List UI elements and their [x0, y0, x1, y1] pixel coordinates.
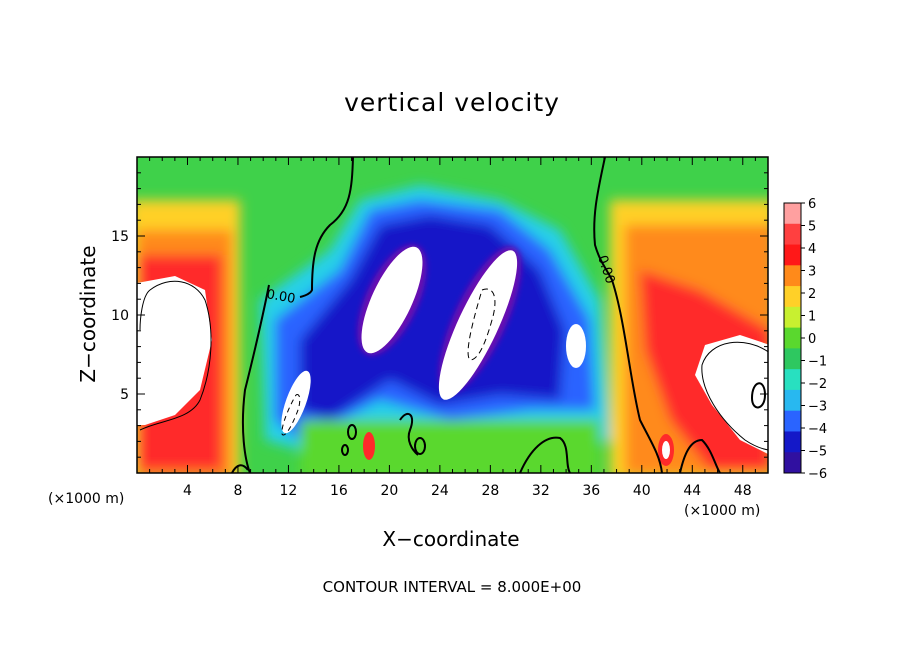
colorbar-tick-label: −5	[808, 445, 827, 460]
x-tick-label: 36	[582, 483, 600, 499]
contour-interval-note: CONTOUR INTERVAL = 8.000E+00	[322, 578, 582, 596]
hot-spot-bottom-left	[363, 432, 375, 460]
white-core-left-edge	[137, 276, 212, 425]
x-tick-label: 44	[683, 483, 701, 499]
contour-lines	[139, 157, 768, 473]
y-tick-label: 5	[120, 387, 129, 403]
y-axis-label: Z−coordinate	[76, 245, 100, 383]
colorbar-tick-label: −2	[808, 377, 827, 392]
zero-contour-bottom-center	[519, 436, 571, 473]
colorbar-swatch	[784, 203, 801, 225]
x-tick-label: 8	[233, 483, 242, 499]
colorbar: 6 5 4 3 2 1 0 −1 −2 −3 −4 −5 −6	[783, 197, 827, 482]
zero-contour-left-lower	[241, 284, 270, 473]
x-tick-label: 20	[380, 483, 398, 499]
colorbar-tick-label: 6	[808, 197, 816, 212]
contour-label-left: 0.00	[265, 287, 296, 307]
colorbar-swatch	[784, 265, 801, 287]
x-tick-label: 16	[330, 483, 348, 499]
zero-contour-bottom-right	[679, 438, 721, 473]
x-tick-label: 4	[183, 483, 192, 499]
white-core-small-right	[566, 324, 586, 368]
positive-contour-left	[139, 280, 212, 431]
hot-spot-core-bottom-right	[662, 441, 670, 459]
colorbar-swatch	[784, 389, 801, 412]
colorbar-swatch	[784, 286, 801, 308]
zero-contour-right	[593, 157, 663, 473]
white-core-right-edge	[695, 335, 768, 454]
zero-contour-loop-3	[341, 444, 349, 456]
colorbar-swatch	[784, 244, 801, 266]
lower-green-region	[300, 420, 600, 473]
colorbar-tick-label: −1	[808, 355, 827, 370]
y-tick-label: 15	[111, 229, 129, 245]
zero-contour-loop-1	[414, 437, 426, 455]
colorbar-tick-label: 4	[808, 242, 816, 257]
zero-contour-left-top	[299, 157, 354, 298]
white-core-center-left	[361, 246, 423, 354]
velocity-field	[137, 157, 768, 473]
positive-contour-right	[701, 341, 768, 451]
x-unit-label: (×1000 m)	[684, 503, 761, 519]
colorbar-swatch	[784, 327, 801, 349]
colorbar-tick-label: −3	[808, 400, 827, 415]
colorbar-swatch	[784, 306, 801, 329]
chart-title: vertical velocity	[344, 88, 560, 117]
zero-contour-small-center	[399, 412, 419, 456]
colorbar-swatch	[784, 223, 801, 246]
colorbar-swatch	[784, 348, 801, 370]
positive-contour-right-inner	[751, 382, 767, 409]
white-core-small-left	[281, 370, 311, 434]
negative-contour-center	[467, 288, 496, 361]
colorbar-tick-label: −6	[808, 467, 827, 482]
colorbar-tick-label: 2	[808, 287, 816, 302]
colorbar-tick-label: 1	[808, 310, 816, 325]
colorbar-swatch	[784, 369, 801, 391]
x-tick-label: 24	[431, 483, 449, 499]
colorbar-tick-label: 3	[808, 265, 816, 280]
white-core-center-right	[438, 250, 518, 400]
x-tick-label: 32	[532, 483, 550, 499]
zero-contour-loop-2	[347, 424, 357, 440]
colorbar-swatch	[784, 431, 801, 453]
colorbar-swatch	[784, 410, 801, 432]
x-tick-label: 12	[280, 483, 298, 499]
zero-contour-small-left	[231, 464, 249, 473]
x-tick-label: 40	[633, 483, 651, 499]
z-unit-label: (×1000 m)	[48, 491, 125, 507]
y-tick-label: 10	[111, 308, 129, 324]
x-tick-label: 28	[481, 483, 499, 499]
colorbar-swatch	[784, 452, 801, 474]
x-axis-label: X−coordinate	[382, 527, 520, 551]
x-tick-label: 48	[734, 483, 752, 499]
colorbar-tick-label: 5	[808, 220, 816, 235]
colorbar-tick-label: −4	[808, 422, 827, 437]
colorbar-tick-label: 0	[808, 332, 816, 347]
